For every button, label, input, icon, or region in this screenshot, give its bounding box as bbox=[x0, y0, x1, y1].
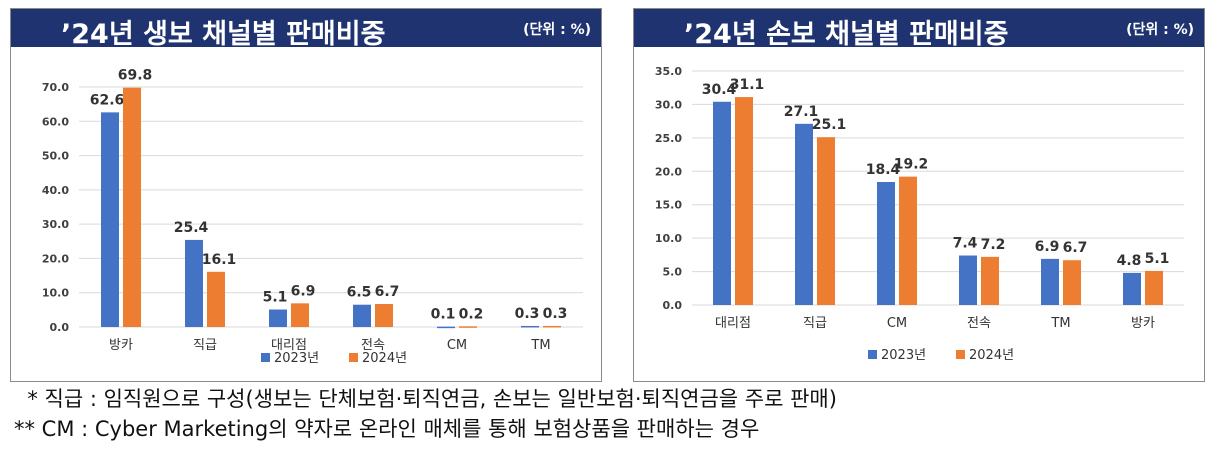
nonlife-data-label: 5.1 bbox=[1145, 251, 1170, 267]
life-category-label: TM bbox=[530, 338, 550, 353]
nonlife-data-label: 27.1 bbox=[784, 104, 819, 120]
nonlife-bar-2023 bbox=[713, 101, 731, 305]
nonlife-y-tick-label: 5.0 bbox=[663, 266, 683, 279]
life-y-tick-label: 10.0 bbox=[42, 287, 69, 300]
footnotes: * 직급 : 임직원으로 구성(생보는 단체보험·퇴직연금, 손보는 일반보험·… bbox=[14, 384, 837, 444]
nonlife-legend-label: 2023년 bbox=[881, 348, 926, 363]
life-bar-2024 bbox=[123, 87, 141, 327]
nonlife-bar-2023 bbox=[1041, 258, 1059, 305]
life-data-label: 69.8 bbox=[118, 68, 153, 84]
life-category-label: 대리점 bbox=[271, 338, 307, 353]
nonlife-chart-title: ’24년 손보 채널별 판매비중 bbox=[684, 19, 1009, 50]
nonlife-data-label: 18.4 bbox=[866, 162, 901, 178]
nonlife-data-label: 6.9 bbox=[1035, 239, 1060, 255]
life-chart-unit: (단위 : %) bbox=[523, 22, 591, 38]
nonlife-y-tick-label: 20.0 bbox=[655, 165, 682, 178]
life-y-tick-label: 30.0 bbox=[42, 218, 69, 231]
nonlife-y-tick-label: 30.0 bbox=[655, 98, 682, 111]
life-bar-2023 bbox=[353, 304, 371, 327]
footnote-direct-sales: * 직급 : 임직원으로 구성(생보는 단체보험·퇴직연금, 손보는 일반보험·… bbox=[14, 387, 837, 411]
nonlife-bar-2024 bbox=[899, 176, 917, 305]
life-y-tick-label: 0.0 bbox=[50, 321, 70, 334]
life-bar-2024 bbox=[459, 326, 477, 328]
nonlife-category-label: 대리점 bbox=[715, 316, 751, 331]
nonlife-category-label: CM bbox=[887, 316, 907, 331]
life-category-label: CM bbox=[447, 338, 467, 353]
nonlife-y-tick-label: 0.0 bbox=[663, 299, 683, 312]
nonlife-bar-2024 bbox=[981, 256, 999, 305]
footnote-cm: ** CM : Cyber Marketing의 약자로 온라인 매체를 통해 … bbox=[14, 417, 760, 441]
life-bar-2023 bbox=[521, 325, 539, 328]
life-bar-2023 bbox=[101, 112, 119, 327]
life-data-label: 5.1 bbox=[263, 290, 288, 306]
nonlife-y-tick-label: 25.0 bbox=[655, 132, 682, 145]
life-y-tick-label: 50.0 bbox=[42, 150, 69, 163]
nonlife-data-label: 31.1 bbox=[730, 77, 765, 93]
nonlife-legend-swatch bbox=[956, 350, 965, 359]
nonlife-data-label: 6.7 bbox=[1063, 240, 1088, 256]
nonlife-category-label: 전속 bbox=[967, 316, 991, 331]
life-data-label: 6.9 bbox=[291, 283, 316, 299]
life-y-tick-label: 60.0 bbox=[42, 115, 69, 128]
life-legend-label: 2024년 bbox=[362, 351, 407, 366]
nonlife-bar-2023 bbox=[877, 181, 895, 305]
nonlife-bar-2024 bbox=[817, 137, 835, 305]
life-category-label: 전속 bbox=[361, 338, 385, 353]
nonlife-bar-2023 bbox=[959, 255, 977, 305]
life-bar-2024 bbox=[291, 303, 309, 327]
nonlife-legend-label: 2024년 bbox=[969, 348, 1014, 363]
nonlife-insurance-panel: ’24년 손보 채널별 판매비중 (단위 : %) 0.0 5.0 10.0 15.0… bbox=[633, 8, 1205, 382]
nonlife-category-label: 직급 bbox=[803, 316, 827, 331]
nonlife-data-label: 25.1 bbox=[812, 117, 847, 133]
life-data-label: 6.7 bbox=[375, 284, 400, 300]
life-chart-header: ’24년 생보 채널별 판매비중 (단위 : %) bbox=[11, 9, 601, 50]
nonlife-data-label: 7.2 bbox=[981, 237, 1006, 253]
life-legend-swatch bbox=[349, 353, 358, 362]
life-bar-2024 bbox=[375, 304, 393, 327]
nonlife-bar-2024 bbox=[1063, 260, 1081, 305]
nonlife-bar-2024 bbox=[735, 97, 753, 306]
life-bar-2023 bbox=[269, 309, 287, 327]
life-data-label: 0.3 bbox=[543, 306, 568, 322]
life-category-label: 직급 bbox=[193, 338, 217, 353]
nonlife-y-tick-label: 35.0 bbox=[655, 65, 682, 78]
nonlife-bar-chart: 0.0 5.0 10.0 15.0 20.0 25.0 30.0 35.0 30.431.1 대리… bbox=[655, 65, 1184, 363]
life-bar-2024 bbox=[207, 271, 225, 327]
life-insurance-panel: ’24년 생보 채널별 판매비중 (단위 : %) 0.0 10.0 20.0 30.… bbox=[10, 8, 602, 382]
nonlife-y-tick-label: 15.0 bbox=[655, 199, 682, 212]
life-legend-label: 2023년 bbox=[274, 351, 319, 366]
nonlife-data-label: 19.2 bbox=[894, 157, 929, 173]
life-y-tick-label: 70.0 bbox=[42, 81, 69, 94]
life-data-label: 6.5 bbox=[347, 285, 372, 301]
life-category-label: 방카 bbox=[109, 338, 133, 353]
life-bar-2023 bbox=[185, 239, 203, 327]
life-data-label: 0.1 bbox=[431, 307, 456, 323]
nonlife-data-label: 4.8 bbox=[1117, 253, 1142, 269]
nonlife-bar-2023 bbox=[1123, 272, 1141, 305]
life-bar-2023 bbox=[437, 326, 455, 329]
life-data-label: 16.1 bbox=[202, 252, 237, 268]
nonlife-data-label: 30.4 bbox=[702, 82, 737, 98]
nonlife-bar-2024 bbox=[1145, 270, 1163, 305]
life-bar-2024 bbox=[543, 325, 561, 328]
life-data-label: 62.6 bbox=[90, 92, 125, 108]
life-y-tick-label: 40.0 bbox=[42, 184, 69, 197]
life-legend-swatch bbox=[261, 353, 270, 362]
life-data-label: 0.3 bbox=[515, 306, 540, 322]
nonlife-chart-unit: (단위 : %) bbox=[1126, 22, 1194, 38]
nonlife-y-tick-label: 10.0 bbox=[655, 232, 682, 245]
nonlife-chart-header: ’24년 손보 채널별 판매비중 (단위 : %) bbox=[634, 9, 1204, 50]
nonlife-category-label: TM bbox=[1050, 316, 1070, 331]
life-bar-chart: 0.0 10.0 20.0 30.0 40.0 50.0 60.0 70.0 62.6 69.8 방… bbox=[42, 68, 583, 366]
life-data-label: 25.4 bbox=[174, 220, 209, 236]
life-chart-title: ’24년 생보 채널별 판매비중 bbox=[61, 19, 386, 50]
nonlife-data-label: 7.4 bbox=[953, 236, 978, 252]
life-data-label: 0.2 bbox=[459, 306, 484, 322]
nonlife-legend-swatch bbox=[868, 350, 877, 359]
nonlife-category-label: 방카 bbox=[1131, 316, 1155, 331]
life-y-tick-label: 20.0 bbox=[42, 252, 69, 265]
nonlife-bar-2023 bbox=[795, 123, 813, 306]
